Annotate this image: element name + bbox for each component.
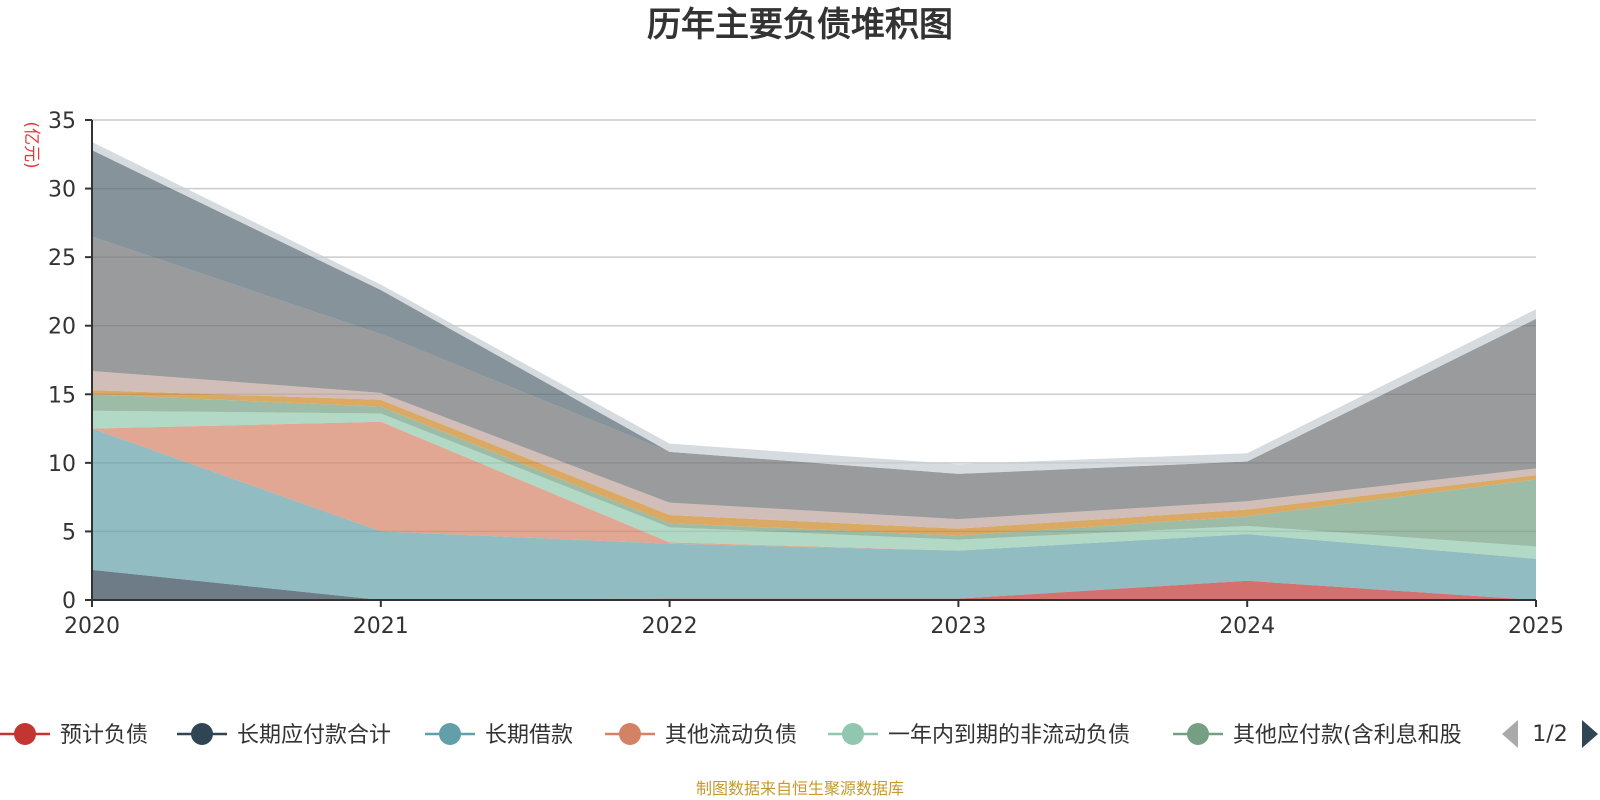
area-series-9 <box>92 150 1536 474</box>
y-tick-label: 15 <box>48 383 76 408</box>
legend: 预计负债 长期应付款合计 长期借款 其他流动负债 一年内到期的非流动负债 其他应付款(含利… <box>0 723 1462 748</box>
data-source-note: 制图数据来自恒生聚源数据库 <box>696 779 904 798</box>
area-series-3 <box>92 421 1536 559</box>
legend-marker-icon <box>191 723 213 745</box>
legend-marker-icon <box>1187 723 1209 745</box>
area-series-5 <box>92 394 1536 547</box>
area-series-group <box>92 141 1536 600</box>
y-tick-label: 20 <box>48 315 76 340</box>
legend-item-5[interactable]: 其他应付款(含利息和股 <box>1173 723 1462 748</box>
legend-marker-icon <box>439 723 461 745</box>
legend-pager: 1/2 <box>1502 720 1598 748</box>
legend-item-3[interactable]: 其他流动负债 <box>605 723 797 748</box>
legend-prev-page-icon[interactable] <box>1502 720 1518 748</box>
legend-item-2[interactable]: 长期借款 <box>425 723 573 748</box>
legend-item-0[interactable]: 预计负债 <box>0 723 148 748</box>
legend-label: 其他流动负债 <box>665 723 797 748</box>
legend-marker-icon <box>619 723 641 745</box>
y-tick-label: 10 <box>48 452 76 477</box>
y-tick-label: 30 <box>48 178 76 203</box>
x-tick-label: 2025 <box>1508 614 1564 639</box>
axes: 2020 2021 2022 2023 2024 2025 <box>64 119 1564 639</box>
area-series-1 <box>92 569 1536 600</box>
y-axis-unit-label: (亿元) <box>21 121 41 168</box>
x-tick-label: 2021 <box>353 614 409 639</box>
legend-label: 预计负债 <box>60 723 148 748</box>
legend-marker-icon <box>14 723 36 745</box>
y-tick-label: 35 <box>48 109 76 134</box>
x-tick-label: 2023 <box>930 614 986 639</box>
area-series-4 <box>92 410 1536 559</box>
legend-item-4[interactable]: 一年内到期的非流动负债 <box>828 723 1130 748</box>
legend-next-page-icon[interactable] <box>1582 720 1598 748</box>
legend-label: 长期应付款合计 <box>237 723 391 748</box>
legend-item-1[interactable]: 长期应付款合计 <box>177 723 391 748</box>
legend-label: 一年内到期的非流动负债 <box>888 723 1130 748</box>
y-tick-label: 5 <box>62 520 76 545</box>
x-tick-label: 2020 <box>64 614 120 639</box>
x-tick-label: 2022 <box>642 614 698 639</box>
legend-marker-icon <box>842 723 864 745</box>
area-series-0 <box>92 580 1536 600</box>
y-tick-label: 0 <box>62 589 76 614</box>
area-series-7 <box>92 370 1536 529</box>
legend-label: 其他应付款(含利息和股 <box>1233 723 1462 748</box>
legend-label: 长期借款 <box>485 723 573 748</box>
x-tick-label: 2024 <box>1219 614 1275 639</box>
legend-page-indicator: 1/2 <box>1532 722 1567 747</box>
area-series-2 <box>92 428 1536 600</box>
chart-title: 历年主要负债堆积图 <box>647 5 953 45</box>
area-series-8 <box>92 236 1536 520</box>
y-tick-label: 25 <box>48 246 76 271</box>
